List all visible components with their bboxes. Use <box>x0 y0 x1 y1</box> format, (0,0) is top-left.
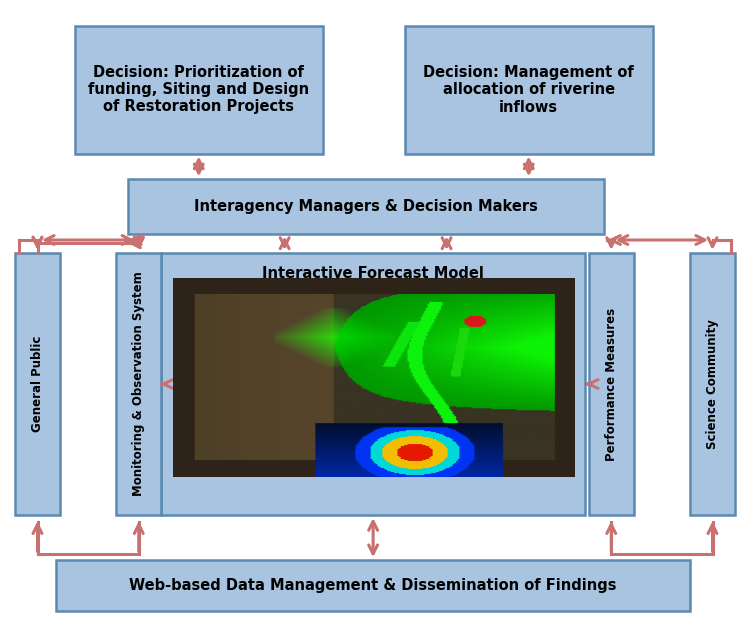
Text: Web-based Data Management & Dissemination of Findings: Web-based Data Management & Disseminatio… <box>129 578 616 593</box>
FancyBboxPatch shape <box>116 253 161 515</box>
FancyBboxPatch shape <box>128 179 604 234</box>
Text: Performance Measures: Performance Measures <box>604 307 618 461</box>
Text: Decision: Prioritization of
funding, Siting and Design
of Restoration Projects: Decision: Prioritization of funding, Sit… <box>88 65 309 115</box>
Text: General Public: General Public <box>31 336 44 432</box>
FancyBboxPatch shape <box>75 26 322 154</box>
FancyBboxPatch shape <box>405 26 652 154</box>
Text: Science Community: Science Community <box>706 319 719 449</box>
FancyBboxPatch shape <box>15 253 60 515</box>
Text: Interactive Forecast Model: Interactive Forecast Model <box>262 266 484 280</box>
FancyBboxPatch shape <box>161 253 585 515</box>
FancyBboxPatch shape <box>56 560 690 611</box>
Text: Interagency Managers & Decision Makers: Interagency Managers & Decision Makers <box>194 199 538 214</box>
Text: Monitoring & Observation System: Monitoring & Observation System <box>132 271 146 497</box>
FancyBboxPatch shape <box>589 253 634 515</box>
Text: Decision: Management of
allocation of riverine
inflows: Decision: Management of allocation of ri… <box>423 65 634 115</box>
FancyBboxPatch shape <box>690 253 735 515</box>
